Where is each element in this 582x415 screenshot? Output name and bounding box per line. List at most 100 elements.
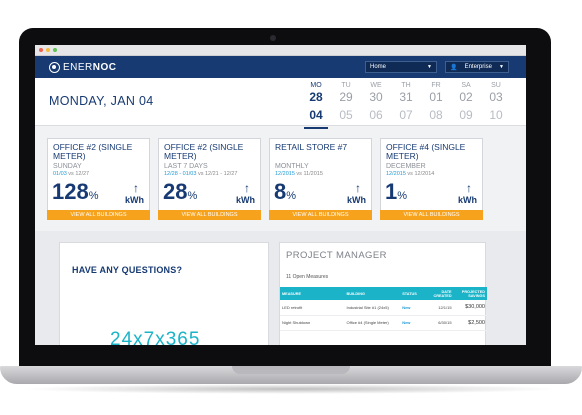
window-chrome	[35, 45, 526, 56]
day-of-week: TH	[401, 82, 411, 89]
enterprise-select[interactable]: 👤 Enterprise ▼	[445, 61, 509, 73]
card-comparison-prior: vs 12/27	[66, 171, 90, 177]
card-comparison: 12/2015 vs 11/2015	[275, 171, 323, 177]
kpi-card[interactable]: RETAIL STORE #7 MONTHLY 12/2015 vs 11/20…	[269, 138, 372, 220]
kpi-card[interactable]: OFFICE #2 (SINGLE METER) LAST 7 DAYS 12/…	[158, 138, 261, 220]
brand-logo[interactable]: ENERNOC	[49, 61, 117, 73]
laptop-base	[0, 366, 582, 384]
card-title: RETAIL STORE #7	[275, 142, 348, 152]
logo-icon	[49, 61, 60, 73]
arrow-up-icon: ↑	[466, 181, 472, 195]
view-all-buildings-button[interactable]: VIEW ALL BUILDINGS	[380, 210, 483, 220]
chevron-down-icon: ▼	[499, 64, 504, 70]
date-band: MONDAY, JAN 04 MO 28 04 TU 29 05 WE 30 0…	[35, 78, 526, 129]
table-row[interactable]	[280, 330, 487, 345]
next-week-day-number: 04	[309, 108, 323, 122]
card-comparison-current: 12/2015	[386, 171, 406, 177]
card-period: DECEMBER	[386, 163, 426, 170]
table-row[interactable]: Night Shutdown Office #4 (Single Meter) …	[280, 315, 487, 331]
card-title: OFFICE #2 (SINGLE METER)	[53, 142, 133, 161]
card-comparison: 01/03 vs 12/27	[53, 171, 89, 177]
card-comparison-current: 12/2015	[275, 171, 295, 177]
enterprise-select-label: Enterprise	[464, 64, 492, 70]
card-value-number: 28	[163, 179, 188, 204]
camera-icon	[270, 35, 276, 41]
project-manager-title: PROJECT MANAGER	[286, 250, 387, 261]
questions-title: HAVE ANY QUESTIONS?	[72, 265, 183, 275]
column-header-status[interactable]: STATUS	[400, 287, 425, 300]
card-value-number: 128	[52, 179, 89, 204]
card-value-number: 1	[385, 179, 398, 204]
day-number: 31	[399, 90, 413, 104]
card-comparison-current: 12/28 - 01/03	[164, 171, 197, 177]
kpi-card[interactable]: OFFICE #2 (SINGLE METER) SUNDAY 01/03 vs…	[47, 138, 150, 220]
day-number: 30	[369, 90, 383, 104]
view-all-buildings-button[interactable]: VIEW ALL BUILDINGS	[269, 210, 372, 220]
view-all-buildings-button[interactable]: VIEW ALL BUILDINGS	[47, 210, 150, 220]
day-of-week: SU	[491, 82, 501, 89]
project-manager-panel: PROJECT MANAGER 11 Open Measures MEASURE…	[279, 242, 487, 345]
day-number: 02	[459, 90, 473, 104]
column-header-building[interactable]: BUILDING	[344, 287, 401, 300]
arrow-up-icon: ↑	[244, 181, 250, 195]
day-number: 29	[339, 90, 353, 104]
status-cell	[400, 330, 425, 345]
view-all-buildings-button[interactable]: VIEW ALL BUILDINGS	[158, 210, 261, 220]
column-header-date-created[interactable]: DATE CREATED	[424, 287, 454, 300]
card-value-percent: %	[187, 190, 198, 202]
laptop-shadow	[20, 384, 562, 394]
card-value: 28%	[163, 179, 197, 205]
day-wednesday[interactable]: WE 30 06	[361, 82, 391, 122]
day-of-week: WE	[370, 82, 382, 89]
day-sunday[interactable]: SU 03 10	[481, 82, 511, 122]
status-cell: New	[400, 300, 425, 316]
column-header-projected-savings[interactable]: PROJECTED SAVINGS	[453, 287, 487, 300]
arrow-up-icon: ↑	[355, 181, 361, 195]
day-saturday[interactable]: SA 02 09	[451, 82, 481, 122]
questions-panel: HAVE ANY QUESTIONS? 24x7x365	[59, 242, 269, 345]
arrow-up-icon: ↑	[133, 181, 139, 195]
kpi-card[interactable]: OFFICE #4 (SINGLE METER) DECEMBER 12/201…	[380, 138, 483, 220]
next-week-day-number: 06	[369, 108, 383, 122]
day-picker: MO 28 04 TU 29 05 WE 30 06 TH 31 07 FR 0	[301, 82, 511, 129]
card-comparison-prior: vs 12/21 - 12/27	[196, 171, 238, 177]
day-friday[interactable]: FR 01 08	[421, 82, 451, 122]
day-number: 28	[309, 90, 323, 104]
card-period: MONTHLY	[275, 163, 309, 170]
column-header-measure[interactable]: MEASURE	[280, 287, 345, 300]
maximize-window-icon[interactable]	[53, 48, 57, 52]
building-cell: Industrial Site #1 (24x5)	[344, 300, 401, 316]
user-icon: 👤	[450, 64, 458, 71]
home-select[interactable]: Home ▼	[365, 61, 437, 73]
day-tuesday[interactable]: TU 29 05	[331, 82, 361, 122]
card-unit: kWh	[125, 195, 144, 205]
app-screen: ENERNOC Home ▼ 👤 Enterprise ▼ MONDAY, JA…	[35, 45, 526, 345]
minimize-window-icon[interactable]	[46, 48, 50, 52]
card-period: SUNDAY	[53, 163, 82, 170]
logo-text: ENERNOC	[63, 62, 117, 73]
day-thursday[interactable]: TH 31 07	[391, 82, 421, 122]
measures-table: MEASURE BUILDING STATUS DATE CREATED PRO…	[280, 287, 487, 345]
status-cell: New	[400, 315, 425, 331]
day-number: 01	[429, 90, 443, 104]
top-nav: ENERNOC Home ▼ 👤 Enterprise ▼	[35, 56, 526, 78]
card-value: 128%	[52, 179, 99, 205]
card-value-percent: %	[397, 190, 408, 202]
next-week-day-number: 09	[459, 108, 473, 122]
chevron-down-icon: ▼	[427, 64, 432, 70]
card-value-percent: %	[88, 190, 99, 202]
table-row[interactable]: LED retrofit Industrial Site #1 (24x5) N…	[280, 300, 487, 316]
card-comparison-prior: vs 12/2014	[405, 171, 435, 177]
laptop-notch	[232, 366, 350, 374]
savings-cell	[453, 330, 487, 345]
close-window-icon[interactable]	[39, 48, 43, 52]
day-monday[interactable]: MO 28 04	[301, 82, 331, 129]
day-of-week: FR	[431, 82, 441, 89]
card-unit: kWh	[347, 195, 366, 205]
card-unit: kWh	[236, 195, 255, 205]
logo-text-part1: ENER	[63, 61, 93, 73]
open-measures-count[interactable]: 11 Open Measures	[286, 274, 329, 280]
next-week-day-number: 07	[399, 108, 413, 122]
card-unit: kWh	[458, 195, 477, 205]
card-value-number: 8	[274, 179, 287, 204]
